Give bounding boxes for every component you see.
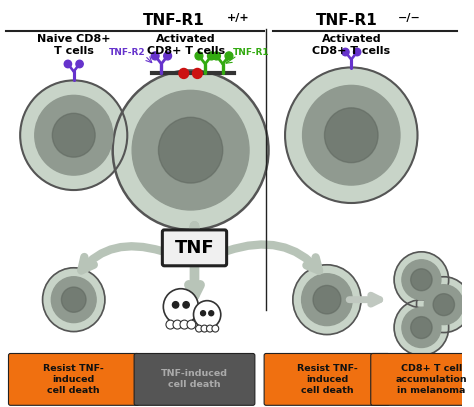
- Text: TNF-R1: TNF-R1: [316, 13, 377, 28]
- FancyBboxPatch shape: [134, 354, 255, 405]
- Circle shape: [158, 117, 223, 183]
- Text: CD8+ T cell
accumulation
in melanoma: CD8+ T cell accumulation in melanoma: [395, 364, 467, 395]
- Circle shape: [207, 325, 213, 332]
- Text: Activated
CD8+ T cells: Activated CD8+ T cells: [312, 34, 390, 56]
- Text: Resist TNF-
induced
cell death: Resist TNF- induced cell death: [297, 364, 357, 395]
- Text: TNF-R2: TNF-R2: [109, 48, 146, 57]
- Circle shape: [52, 113, 95, 157]
- Circle shape: [51, 277, 96, 323]
- Text: Activated
CD8+ T cells: Activated CD8+ T cells: [146, 34, 225, 56]
- Circle shape: [164, 52, 172, 60]
- Circle shape: [394, 300, 449, 355]
- Text: TNF-induced
cell death: TNF-induced cell death: [161, 369, 228, 389]
- Circle shape: [424, 285, 463, 325]
- Circle shape: [410, 317, 432, 339]
- FancyBboxPatch shape: [163, 230, 227, 266]
- Circle shape: [213, 52, 220, 60]
- Circle shape: [313, 285, 341, 314]
- Text: TNF-R1: TNF-R1: [233, 48, 269, 57]
- Circle shape: [195, 52, 203, 60]
- Circle shape: [43, 268, 105, 332]
- Circle shape: [132, 90, 249, 210]
- Circle shape: [62, 287, 86, 312]
- Text: TNF-R1: TNF-R1: [143, 13, 205, 28]
- Circle shape: [193, 301, 221, 328]
- Circle shape: [35, 95, 113, 175]
- Circle shape: [402, 308, 441, 348]
- Circle shape: [301, 274, 352, 326]
- Circle shape: [225, 52, 233, 60]
- Circle shape: [180, 320, 189, 329]
- Circle shape: [201, 325, 208, 332]
- Circle shape: [302, 85, 400, 185]
- Circle shape: [342, 48, 349, 56]
- Circle shape: [293, 265, 361, 335]
- Text: Resist TNF-
induced
cell death: Resist TNF- induced cell death: [43, 364, 104, 395]
- Circle shape: [433, 294, 455, 315]
- FancyBboxPatch shape: [9, 354, 139, 405]
- Circle shape: [212, 325, 219, 332]
- Circle shape: [201, 311, 206, 316]
- Circle shape: [64, 60, 72, 68]
- Circle shape: [20, 81, 128, 190]
- Circle shape: [173, 320, 182, 329]
- Circle shape: [192, 68, 202, 79]
- Circle shape: [208, 52, 215, 60]
- Text: TNF: TNF: [175, 239, 214, 257]
- Circle shape: [183, 302, 189, 308]
- Circle shape: [402, 260, 441, 300]
- Text: +/+: +/+: [227, 13, 249, 23]
- Circle shape: [179, 68, 189, 79]
- Circle shape: [196, 325, 202, 332]
- Text: −/−: −/−: [398, 13, 421, 23]
- FancyBboxPatch shape: [371, 354, 474, 405]
- Circle shape: [209, 311, 214, 316]
- Circle shape: [166, 320, 175, 329]
- Circle shape: [76, 60, 83, 68]
- Circle shape: [417, 277, 471, 333]
- Circle shape: [173, 302, 179, 308]
- Circle shape: [354, 48, 361, 56]
- Circle shape: [187, 320, 196, 329]
- Circle shape: [394, 252, 449, 308]
- Circle shape: [113, 70, 268, 230]
- FancyBboxPatch shape: [264, 354, 390, 405]
- Circle shape: [164, 289, 199, 325]
- Circle shape: [325, 108, 378, 163]
- Circle shape: [285, 68, 418, 203]
- Text: Naive CD8+
T cells: Naive CD8+ T cells: [37, 34, 110, 56]
- Circle shape: [410, 269, 432, 291]
- Circle shape: [151, 52, 159, 60]
